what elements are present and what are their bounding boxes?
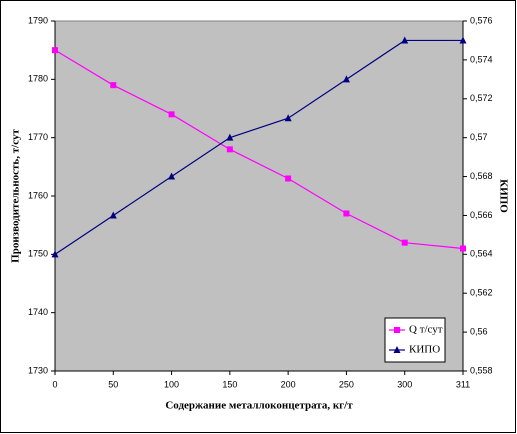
marker (459, 36, 467, 44)
marker (342, 75, 350, 83)
legend-label: Q т/сут (409, 324, 443, 336)
y2-tick-label: 0,564 (470, 249, 493, 259)
marker (401, 36, 409, 44)
x-tick-label: 200 (281, 379, 296, 389)
marker (394, 327, 400, 333)
y-axis-title: Производительность, т/сут (10, 129, 22, 263)
marker (52, 47, 58, 54)
marker (284, 114, 292, 122)
y-tick-label: 1730 (28, 365, 48, 375)
y2-tick-label: 0,576 (470, 15, 493, 25)
y2-tick-label: 0,574 (470, 54, 493, 64)
marker (110, 82, 117, 89)
x-axis-title: Содержание металлоконцетрата, кг/т (165, 400, 353, 412)
y-tick-label: 1780 (28, 74, 48, 84)
y2-axis-title: КИПО (497, 179, 509, 213)
x-tick-label: 150 (222, 379, 237, 389)
y2-tick-label: 0,566 (470, 210, 493, 220)
y2-tick-label: 0,57 (470, 132, 488, 142)
x-tick-label: 0 (52, 379, 57, 389)
marker (51, 250, 59, 258)
legend-label: КИПО (409, 344, 440, 356)
y2-tick-label: 0,572 (470, 93, 493, 103)
y-tick-label: 1790 (28, 15, 48, 25)
y-tick-label: 1750 (28, 249, 48, 259)
y-tick-label: 1740 (28, 307, 48, 317)
marker (343, 210, 350, 217)
y-tick-label: 1770 (28, 132, 48, 142)
y2-tick-label: 0,56 (470, 326, 488, 336)
series-line (54, 39, 463, 255)
x-tick-label: 300 (397, 379, 412, 389)
y-tick-label: 1760 (28, 190, 48, 200)
x-tick-label: 250 (339, 379, 354, 389)
marker (401, 239, 408, 246)
x-tick-label: 311 (456, 379, 470, 389)
x-tick-label: 50 (108, 379, 118, 389)
y2-tick-label: 0,562 (470, 288, 493, 298)
series-line (54, 49, 464, 250)
marker (226, 146, 233, 153)
plot-area (54, 20, 464, 372)
y2-tick-label: 0,568 (470, 171, 493, 181)
marker (285, 175, 292, 182)
marker (168, 172, 176, 180)
x-tick-label: 100 (164, 379, 179, 389)
marker (109, 211, 117, 219)
marker (168, 111, 175, 118)
marker (460, 245, 466, 252)
marker (393, 346, 401, 353)
legend-box (384, 317, 446, 363)
marker (226, 133, 234, 141)
y2-tick-label: 0,558 (470, 365, 493, 375)
